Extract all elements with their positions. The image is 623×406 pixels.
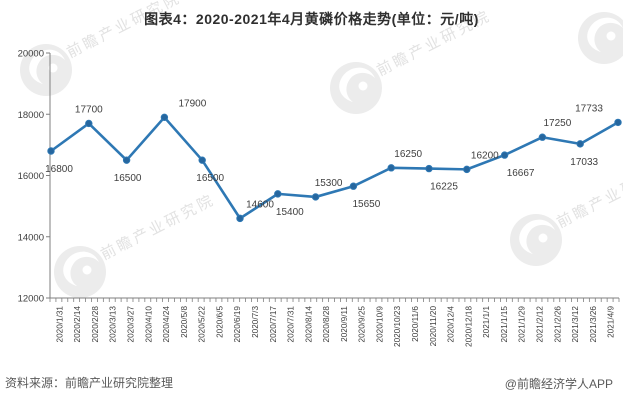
data-point-marker: [274, 190, 282, 198]
app-credit: @前瞻经济学人APP: [504, 377, 613, 391]
data-point-label: 17900: [178, 98, 206, 109]
data-point-label: 16500: [114, 173, 142, 184]
data-point-marker: [122, 156, 131, 164]
data-point-marker: [463, 165, 471, 174]
source-note: 资料来源：前瞻产业研究院整理: [5, 376, 174, 390]
x-tick-label: 2021/1/1: [482, 306, 491, 338]
data-point-label: 15650: [352, 199, 380, 210]
price-series-line: [49, 116, 620, 220]
data-point-label: 16200: [471, 150, 499, 161]
x-tick-label: 2020/12/18: [464, 306, 473, 347]
y-tick-label: 12000: [18, 294, 44, 305]
data-point-label: 15300: [315, 178, 343, 189]
x-tick-label: 2021/1/29: [518, 306, 527, 343]
y-tick-label: 18000: [18, 110, 44, 121]
data-point-label: 16667: [507, 168, 535, 179]
x-tick-label: 2020/12/4: [447, 306, 456, 343]
x-tick-label: 2021/3/12: [571, 306, 580, 343]
watermark-text: 前瞻产业研究院: [622, 0, 623, 30]
data-point-label: 17250: [543, 118, 571, 129]
data-point-marker: [198, 156, 206, 164]
data-point-marker: [425, 164, 433, 173]
x-tick-label: 2020/3/13: [109, 306, 118, 343]
y-tick-label: 16000: [18, 171, 44, 182]
data-point-label: 15400: [276, 207, 304, 218]
x-tick-label: 2020/2/28: [91, 306, 100, 343]
x-tick-label: 2021/4/9: [607, 306, 616, 338]
data-point-marker: [236, 214, 244, 223]
data-point-label: 16250: [394, 149, 422, 160]
x-tick-label: 2020/7/17: [269, 306, 278, 343]
x-tick-label: 2020/6/5: [215, 306, 224, 338]
x-tick-label: 2020/10/23: [393, 306, 402, 347]
x-tick-label: 2020/4/24: [162, 306, 171, 343]
watermark-logo: 前瞻产业研究院: [54, 190, 218, 298]
data-point-label: 17733: [575, 103, 603, 114]
data-point-marker: [538, 133, 547, 141]
data-point-marker: [576, 140, 584, 148]
x-tick-label: 2020/3/27: [127, 306, 136, 343]
watermark-text: 前瞻产业研究院: [554, 158, 623, 231]
x-tick-label: 2021/3/26: [589, 306, 598, 343]
x-tick-label: 2020/1/31: [55, 306, 64, 343]
x-tick-label: 2020/11/20: [429, 306, 438, 347]
x-tick-label: 2020/10/9: [375, 306, 384, 343]
data-point-marker: [500, 151, 509, 159]
data-point-marker: [614, 118, 622, 127]
watermark-text: 前瞻产业研究院: [98, 190, 218, 263]
x-tick-label: 2020/9/11: [340, 306, 349, 342]
x-tick-label: 2020/9/25: [358, 306, 367, 343]
data-point-label: 16500: [196, 173, 224, 184]
chart-title: 图表4：2020-2021年4月黄磷价格走势(单位：元/吨): [144, 11, 479, 27]
data-point-marker: [311, 193, 320, 201]
data-point-marker: [160, 113, 169, 122]
y-tick-label: 20000: [18, 49, 44, 60]
x-tick-label: 2020/7/3: [251, 306, 260, 338]
data-point-marker: [85, 119, 93, 128]
data-point-label: 17700: [75, 104, 103, 115]
y-tick-label: 14000: [18, 232, 44, 243]
data-point-marker: [387, 164, 395, 172]
x-tick-label: 2021/2/12: [535, 306, 544, 343]
x-tick-label: 2020/2/14: [73, 306, 82, 343]
x-tick-label: 2020/5/22: [198, 306, 207, 343]
watermark-logo: 前瞻产业研究院: [578, 0, 623, 64]
x-tick-label: 2020/8/28: [322, 306, 331, 343]
data-point-label: 16225: [430, 182, 458, 193]
x-tick-label: 2020/6/19: [233, 306, 242, 343]
x-tick-label: 2020/8/14: [304, 306, 313, 343]
x-tick-label: 2020/5/8: [180, 306, 189, 338]
x-tick-label: 2020/4/10: [144, 306, 153, 343]
x-tick-label: 2020/11/6: [411, 306, 420, 342]
data-point-marker: [47, 147, 55, 155]
x-tick-label: 2020/7/31: [287, 306, 296, 343]
data-point-marker: [349, 182, 358, 190]
data-point-label: 17033: [570, 157, 598, 168]
data-point-label: 14600: [246, 199, 274, 210]
x-tick-label: 2021/2/26: [553, 306, 562, 343]
data-point-label: 16800: [45, 164, 73, 175]
x-tick-label: 2021/1/15: [500, 306, 509, 343]
